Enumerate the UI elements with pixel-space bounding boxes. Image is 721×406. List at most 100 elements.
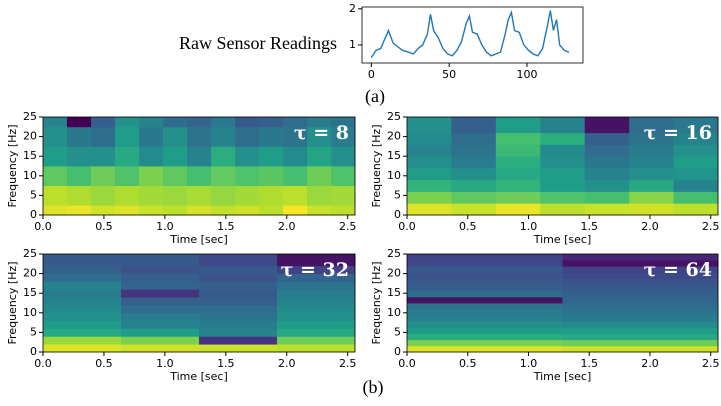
y-tick-label: 10: [23, 169, 37, 182]
y-tick-label: 20: [387, 130, 401, 143]
heat-cell: [91, 126, 116, 147]
heat-cell: [211, 117, 236, 128]
heat-cell: [115, 117, 140, 128]
heat-cell: [584, 117, 630, 134]
heat-cell: [331, 117, 356, 128]
heat-cell: [451, 156, 497, 169]
heat-cell: [562, 333, 719, 341]
y-tick-label: 25: [23, 110, 37, 123]
heat-cell: [67, 205, 92, 216]
heat-cell: [283, 166, 308, 186]
x-tick-label: 2.5: [339, 357, 357, 370]
heat-cell: [629, 156, 674, 169]
y-tick-label: 20: [23, 267, 37, 280]
heat-cell: [584, 167, 630, 181]
y-axis-label: Frequency [Hz]: [370, 262, 383, 345]
heat-cell: [121, 289, 200, 298]
heat-cell: [495, 179, 541, 192]
panel-label: (a): [365, 86, 385, 107]
x-tick-label: 1.0: [520, 220, 538, 233]
x-tick-label: 1.5: [217, 220, 235, 233]
x-tick-label: 0.5: [459, 220, 477, 233]
heat-cell: [259, 126, 284, 147]
y-tick-label: 25: [387, 110, 401, 123]
x-tick-label: 2.5: [702, 357, 720, 370]
heat-cell: [451, 179, 497, 192]
heat-cell: [451, 144, 497, 157]
heat-cell: [199, 273, 278, 282]
heat-cell: [407, 254, 563, 261]
heat-cell: [115, 166, 140, 186]
heat-cell: [277, 328, 356, 337]
y-tick-label: 10: [387, 306, 401, 319]
x-axis-label: Time [sec]: [169, 370, 228, 383]
heat-cell: [187, 117, 212, 128]
heat-cell: [43, 273, 122, 282]
x-tick-label: 2.0: [641, 357, 659, 370]
x-axis-label: Time [sec]: [533, 233, 592, 246]
heat-cell: [163, 205, 188, 216]
heat-cell: [673, 144, 719, 157]
heat-cell: [235, 146, 260, 167]
heat-cell: [139, 185, 164, 206]
heat-cell: [562, 278, 719, 286]
heat-cell: [495, 156, 541, 169]
heat-cell: [540, 144, 586, 157]
heat-cell: [235, 185, 260, 206]
heat-cell: [673, 191, 719, 204]
heat-cell: [562, 266, 719, 273]
heat-cell: [139, 117, 164, 128]
heat-cell: [43, 328, 122, 337]
heat-cell: [407, 191, 452, 204]
heat-cell: [495, 203, 541, 216]
y-tick-label: 10: [23, 306, 37, 319]
heat-cell: [495, 191, 541, 204]
heat-cell: [91, 146, 116, 167]
heat-cell: [407, 290, 563, 298]
heat-cell: [43, 281, 122, 290]
heat-cell: [562, 272, 719, 279]
heat-cell: [407, 333, 563, 341]
heat-cell: [259, 166, 284, 186]
x-axis-label: Time [sec]: [169, 233, 228, 246]
heat-cell: [199, 265, 278, 274]
y-tick-label: 1: [349, 38, 356, 51]
heat-cell: [91, 185, 116, 206]
heat-cell: [283, 146, 308, 167]
axes-frame: [42, 116, 356, 216]
heat-cell: [91, 117, 116, 128]
y-axis-label: Frequency [Hz]: [6, 262, 19, 345]
heat-cell: [584, 132, 630, 145]
heat-cell: [121, 344, 200, 353]
heat-cell: [407, 203, 452, 216]
heat-cell: [331, 205, 356, 216]
heat-cell: [235, 205, 260, 216]
heat-cell: [307, 185, 332, 206]
heat-cell: [199, 312, 278, 322]
heat-cell: [277, 289, 356, 298]
y-tick-label: 15: [23, 149, 37, 162]
heat-cell: [121, 312, 200, 322]
heat-cell: [407, 132, 452, 145]
heat-cell: [307, 205, 332, 216]
heat-cell: [673, 156, 719, 169]
x-tick-label: 1.5: [580, 357, 598, 370]
heat-cell: [584, 156, 630, 169]
x-tick-label: 1.0: [156, 220, 174, 233]
heat-cell: [540, 117, 586, 134]
y-tick-label: 5: [394, 325, 401, 338]
y-tick-label: 10: [387, 169, 401, 182]
heat-cell: [283, 205, 308, 216]
heat-cell: [540, 167, 586, 181]
heat-cell: [187, 185, 212, 206]
heat-cell: [67, 146, 92, 167]
heat-cell: [584, 203, 630, 216]
y-tick-label: 25: [387, 247, 401, 260]
heat-cell: [673, 179, 719, 192]
heat-cell: [121, 304, 200, 314]
heat-cell: [562, 254, 719, 261]
heat-cell: [235, 117, 260, 128]
heat-cell: [562, 339, 719, 347]
y-axis-label: Frequency [Hz]: [6, 125, 19, 208]
heat-cell: [562, 260, 719, 267]
